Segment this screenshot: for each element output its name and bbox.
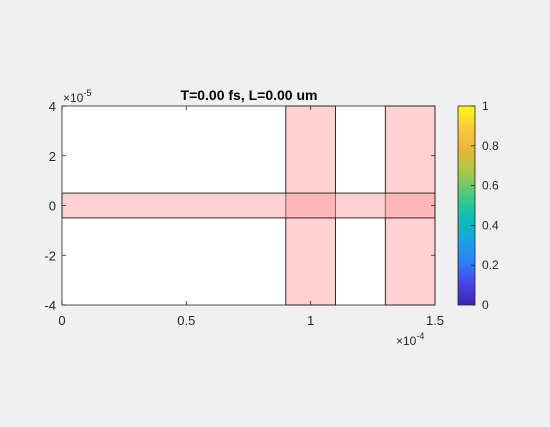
region-0 — [285, 105, 336, 306]
colorbar-tick-label: 0.8 — [482, 139, 499, 153]
colorbar-tick-label: 0 — [482, 298, 489, 312]
y-tick-label: -4 — [44, 298, 56, 313]
y-ticks: -4 -2 0 2 4 — [44, 99, 435, 313]
y-exponent: ×10-5 — [63, 88, 91, 105]
regions-layer — [61, 105, 436, 306]
y-tick-label: 4 — [49, 99, 56, 114]
x-exponent: ×10-4 — [396, 331, 424, 348]
y-tick-label: 2 — [49, 149, 56, 164]
y-tick-label: 0 — [49, 199, 56, 214]
x-tick-label: 1.5 — [426, 313, 444, 328]
x-tick-label: 1 — [307, 313, 314, 328]
colorbar-tick-label: 0.4 — [482, 218, 499, 232]
x-tick-label: 0.5 — [177, 313, 195, 328]
y-tick-label: -2 — [44, 248, 56, 263]
colorbar — [457, 105, 476, 306]
colorbar-ticks: 0 0.2 0.4 0.6 0.8 1 — [471, 99, 499, 312]
colorbar-tick-label: 0.2 — [482, 258, 499, 272]
x-tick-label: 0 — [58, 313, 65, 328]
plot-area — [62, 106, 435, 305]
x-ticks: 0 0.5 1 1.5 — [58, 106, 444, 328]
region-2 — [61, 192, 436, 219]
colorbar-tick-label: 0.6 — [482, 179, 499, 193]
chart-title: T=0.00 fs, L=0.00 um — [181, 87, 318, 103]
colorbar-tick-label: 1 — [482, 99, 489, 113]
